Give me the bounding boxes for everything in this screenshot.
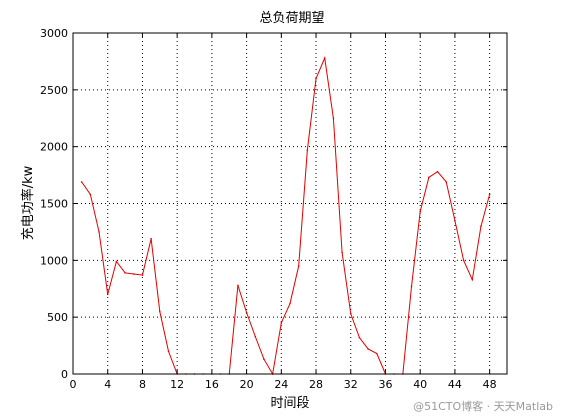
data-point	[428, 176, 430, 179]
data-point	[106, 293, 109, 296]
x-axis-label: 时间段	[270, 396, 309, 411]
data-point	[367, 348, 369, 350]
data-point	[306, 149, 309, 151]
y-tick-label: 1000	[40, 254, 68, 267]
data-point	[445, 181, 448, 183]
grid	[73, 33, 507, 374]
data-point	[98, 231, 100, 233]
data-point	[323, 57, 326, 59]
data-point	[332, 117, 335, 120]
x-tick-label: 24	[274, 378, 288, 391]
data-point	[454, 219, 456, 222]
x-tick-label: 4	[104, 378, 111, 391]
data-point	[132, 273, 135, 275]
x-tick-label: 36	[378, 378, 392, 391]
data-point	[376, 352, 378, 355]
data-point	[341, 251, 343, 254]
chart-title: 总负荷期望	[259, 10, 324, 26]
data-point	[150, 237, 152, 240]
x-tick-label: 28	[309, 378, 323, 391]
x-tick-label: 48	[483, 378, 497, 391]
data-point	[289, 302, 291, 305]
data-point	[254, 335, 257, 338]
data-point	[115, 260, 118, 263]
data-point	[488, 193, 491, 196]
data-point	[471, 278, 474, 281]
data-point	[80, 181, 83, 183]
watermark: @51CTO博客 · 天天Matlab	[413, 400, 553, 413]
y-tick-label: 2000	[40, 141, 68, 154]
x-tick-label: 8	[139, 378, 146, 391]
x-tick-label: 0	[70, 378, 77, 391]
y-tick-label: 0	[61, 368, 68, 381]
data-point	[124, 272, 126, 274]
y-axis-label: 充电功率/kw	[20, 165, 36, 240]
x-tick-label: 40	[413, 378, 427, 391]
data-point	[297, 265, 300, 267]
data-point	[462, 259, 465, 262]
x-tick-label: 12	[170, 378, 184, 391]
y-tick-label: 2500	[40, 84, 68, 97]
data-point	[89, 193, 92, 196]
data-point	[419, 210, 422, 213]
y-tick-label: 1500	[40, 198, 68, 211]
x-tick-label: 44	[448, 378, 462, 391]
data-point	[358, 336, 361, 339]
series-line	[81, 56, 491, 376]
data-point	[315, 77, 317, 80]
data-point	[410, 285, 413, 288]
x-tick-label: 32	[344, 378, 358, 391]
data-point	[480, 225, 482, 228]
data-point	[349, 312, 352, 315]
y-tick-label: 500	[47, 311, 68, 324]
data-point	[436, 170, 439, 173]
data-point	[237, 284, 239, 287]
data-point	[245, 311, 248, 314]
data-point	[280, 322, 283, 324]
ticks: 0 4 8 12 16 20 24 28 32 36 40 44 4805001000150020002…	[40, 27, 507, 391]
x-tick-label: 16	[205, 378, 219, 391]
x-tick-label: 20	[240, 378, 254, 391]
data-point	[263, 358, 265, 361]
data-point	[141, 274, 144, 276]
y-tick-label: 3000	[40, 27, 68, 40]
data-point	[159, 310, 161, 313]
data-point	[167, 350, 170, 353]
